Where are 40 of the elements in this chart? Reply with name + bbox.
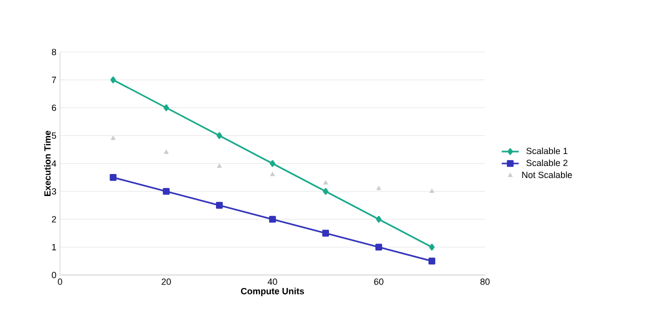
point [270,172,275,176]
point [322,188,328,195]
point [429,188,434,193]
point [428,258,436,264]
point [164,104,169,112]
y-tick-label: 7 [52,76,56,83]
y-axis-title: Execution Time [44,130,51,196]
y-tick-label: 0 [52,272,56,278]
legend-label: Not Scalable [522,171,572,178]
point [376,216,382,223]
point [110,76,116,84]
point [376,186,382,190]
y-tick-label: 3 [52,188,56,195]
y-tick-label: 5 [52,132,56,139]
legend-label: Scalable 2 [526,160,568,166]
point [323,180,328,185]
point [429,244,435,251]
point [216,202,223,209]
x-axis-title: Compute Units [240,288,304,296]
y-tick-label: 8 [52,48,56,56]
y-tick-label: 2 [52,216,56,222]
point [164,150,169,154]
point [110,174,117,181]
point [322,230,330,237]
point [216,132,222,140]
x-tick-label: 20 [162,278,171,285]
x-tick-label: 60 [374,278,384,285]
point [270,160,276,167]
point [110,136,116,140]
x-tick-label: 0 [58,278,62,285]
y-tick-label: 6 [52,104,56,111]
x-tick-label: 40 [268,278,278,285]
y-tick-label: 4 [52,160,56,167]
point [269,216,276,223]
point [216,164,222,168]
point [162,188,170,195]
y-tick-label: 1 [52,244,56,250]
x-tick-label: 80 [480,278,490,285]
legend-label: Scalable 1 [526,148,568,154]
point [375,244,382,251]
